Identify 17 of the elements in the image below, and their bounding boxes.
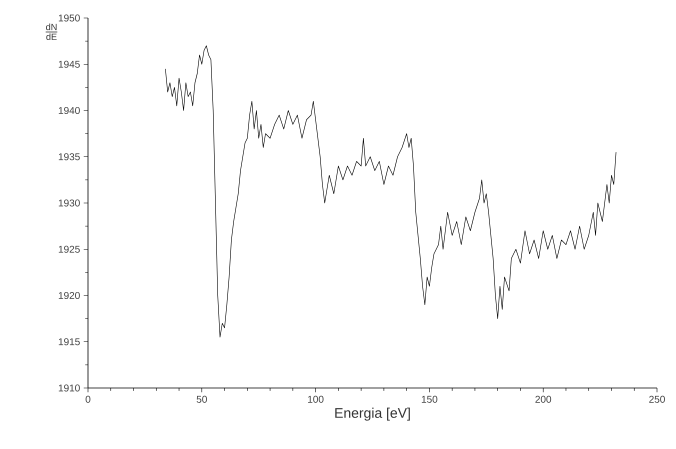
- x-tick-label: 50: [196, 396, 207, 403]
- y-tick-label: 1950: [58, 14, 80, 22]
- x-tick-label: 200: [535, 396, 552, 403]
- x-tick-label: 0: [86, 396, 90, 403]
- y-axis-title: $\frac{\underline{\mathrm{dN}}}{\mathrm{dE}}$: [46, 24, 58, 40]
- y-tick-label: 1925: [58, 246, 80, 253]
- x-tick-label: 100: [308, 396, 324, 403]
- y-tick-label: 1920: [58, 292, 80, 300]
- x-axis-title: Energia [eV]: [335, 408, 410, 421]
- y-tick-label: 1910: [58, 384, 80, 392]
- x-tick-label: 250: [649, 396, 665, 403]
- y-tick-label: 1915: [58, 338, 80, 346]
- y-tick-label: 1930: [58, 199, 80, 207]
- y-tick-label: 1935: [58, 153, 80, 160]
- y-tick-label: 1945: [58, 60, 80, 68]
- y-tick-label: 1940: [58, 106, 80, 114]
- x-tick-label: 150: [422, 396, 438, 403]
